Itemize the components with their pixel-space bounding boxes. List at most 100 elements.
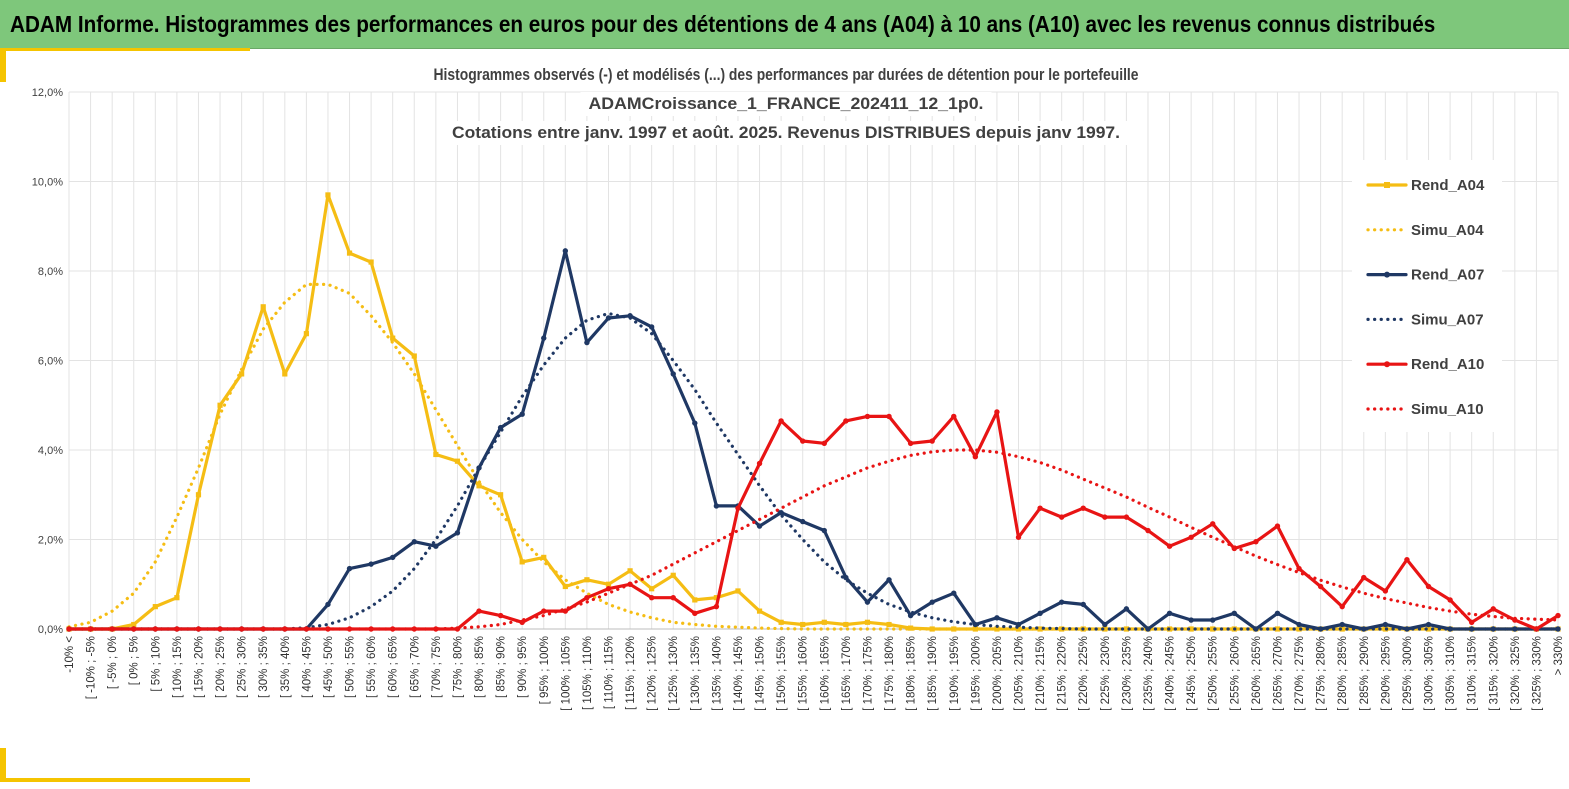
data-point bbox=[325, 192, 331, 198]
data-point bbox=[519, 559, 525, 565]
data-point bbox=[735, 505, 741, 511]
legend-label: Rend_A10 bbox=[1411, 356, 1484, 373]
x-tick-label: [ 170% ; 175% bbox=[862, 636, 874, 711]
data-point bbox=[864, 619, 871, 625]
x-tick-label: [ 130% ; 135% bbox=[690, 636, 702, 711]
data-point bbox=[1188, 617, 1194, 623]
data-point bbox=[800, 621, 806, 628]
data-point bbox=[713, 603, 720, 610]
x-tick-label: [ 0% ; 5% bbox=[129, 636, 141, 685]
data-point bbox=[1210, 626, 1216, 632]
x-tick-label: [ 125% ; 130% bbox=[668, 636, 680, 711]
data-point bbox=[1102, 621, 1108, 628]
x-tick-label: [ 250% ; 255% bbox=[1208, 636, 1220, 711]
x-axis-ticks: -10% < [ -10% ; -5% [ -5% ; 0% [ 0% ; 5% [ 5… bbox=[64, 636, 1565, 711]
series-Rend_A04 bbox=[66, 192, 1561, 632]
chart-series bbox=[66, 192, 1561, 632]
chart-legend: Rend_A04 Simu_A04 Rend_A07 Simu_A07 Rend_A10… bbox=[1352, 160, 1502, 432]
data-point bbox=[1425, 583, 1432, 590]
x-tick-label: [ 300% ; 305% bbox=[1424, 636, 1436, 711]
y-tick-label: 6,0% bbox=[38, 356, 63, 368]
data-point bbox=[1253, 539, 1259, 545]
data-point bbox=[756, 460, 763, 467]
x-tick-label: [ 305% ; 310% bbox=[1445, 636, 1457, 711]
data-point bbox=[648, 324, 655, 330]
series-line bbox=[67, 282, 1560, 631]
x-tick-label: [ 255% ; 260% bbox=[1229, 636, 1241, 711]
legend-box bbox=[1352, 160, 1502, 432]
x-tick-label: [ 260% ; 265% bbox=[1251, 636, 1263, 711]
data-point bbox=[109, 626, 115, 632]
data-point bbox=[1468, 619, 1475, 625]
data-point bbox=[670, 371, 676, 377]
legend-label: Rend_A07 bbox=[1411, 267, 1484, 284]
title-backdrop bbox=[580, 92, 992, 116]
data-point bbox=[1296, 621, 1302, 628]
data-point bbox=[800, 438, 806, 444]
x-tick-label: [ 25% ; 30% bbox=[237, 636, 249, 698]
data-point bbox=[584, 594, 590, 601]
data-point bbox=[497, 612, 504, 619]
data-point bbox=[282, 371, 288, 377]
legend-item: Rend_A07 bbox=[1366, 267, 1484, 284]
x-tick-label: [ 160% ; 165% bbox=[819, 636, 831, 711]
legend-label: Simu_A07 bbox=[1411, 311, 1484, 328]
legend-label: Simu_A10 bbox=[1411, 401, 1484, 418]
data-point bbox=[562, 248, 569, 254]
data-point bbox=[821, 527, 827, 534]
x-tick-label: [ -5% ; 0% bbox=[107, 636, 119, 689]
x-tick-label: [ 175% ; 180% bbox=[884, 636, 896, 711]
y-tick-label: 2,0% bbox=[38, 535, 63, 547]
legend-item: Rend_A04 bbox=[1366, 177, 1485, 194]
data-point bbox=[1533, 626, 1540, 632]
chart-title-line: Histogrammes observés (-) et modélisés (… bbox=[434, 65, 1139, 84]
y-tick-label: 8,0% bbox=[38, 266, 63, 278]
legend-item: Simu_A04 bbox=[1366, 222, 1484, 239]
data-point bbox=[454, 458, 461, 464]
data-point bbox=[325, 601, 331, 608]
data-point bbox=[389, 554, 396, 561]
data-point bbox=[735, 588, 741, 594]
x-tick-label: [ 140% ; 145% bbox=[733, 636, 745, 711]
data-point bbox=[1058, 514, 1065, 520]
series-Rend_A07 bbox=[66, 248, 1561, 632]
series-line bbox=[67, 448, 1560, 631]
data-point bbox=[1037, 505, 1043, 511]
x-tick-label: [ 200% ; 205% bbox=[992, 636, 1004, 711]
x-tick-label: [ 275% ; 280% bbox=[1316, 636, 1328, 711]
page-title: ADAM Informe. Histogrammes des performan… bbox=[10, 11, 1436, 37]
data-point bbox=[1166, 610, 1173, 617]
y-axis-ticks: 0,0% 2,0% 4,0% 6,0% 8,0% 10,0% 12,0% bbox=[32, 87, 63, 636]
data-point bbox=[778, 509, 784, 516]
series-line bbox=[67, 410, 1560, 631]
legend-marker bbox=[1384, 271, 1390, 278]
x-tick-label: [ 90% ; 95% bbox=[517, 636, 529, 698]
data-point bbox=[994, 626, 1000, 632]
data-point bbox=[390, 335, 396, 341]
x-tick-label: [ 325% ; 330% bbox=[1531, 636, 1543, 711]
data-point bbox=[843, 621, 849, 628]
data-point bbox=[692, 597, 698, 603]
x-tick-label: [ 50% ; 55% bbox=[345, 636, 357, 698]
y-tick-label: 0,0% bbox=[38, 624, 63, 636]
data-point bbox=[174, 595, 180, 601]
x-tick-label: [ 55% ; 60% bbox=[366, 636, 378, 698]
x-tick-label: [ 205% ; 210% bbox=[1014, 636, 1026, 711]
x-tick-label: [ 185% ; 190% bbox=[927, 636, 939, 711]
data-point bbox=[562, 583, 568, 590]
x-tick-label: [ 315% ; 320% bbox=[1488, 636, 1500, 711]
series-Simu_A04 bbox=[67, 282, 1560, 631]
data-point bbox=[195, 626, 202, 632]
data-point bbox=[562, 608, 569, 614]
x-tick-label: [ 135% ; 140% bbox=[711, 636, 723, 711]
title-backdrop bbox=[425, 63, 1147, 87]
data-point bbox=[454, 530, 461, 536]
data-point bbox=[1404, 556, 1410, 563]
x-tick-label: [ 280% ; 285% bbox=[1337, 636, 1349, 711]
accent-bar-bottom bbox=[0, 778, 250, 782]
data-point bbox=[670, 594, 676, 601]
data-point bbox=[994, 409, 1000, 415]
data-point bbox=[584, 577, 590, 583]
x-tick-label: [ 120% ; 125% bbox=[647, 636, 659, 711]
x-tick-label: [ 70% ; 75% bbox=[431, 636, 443, 698]
